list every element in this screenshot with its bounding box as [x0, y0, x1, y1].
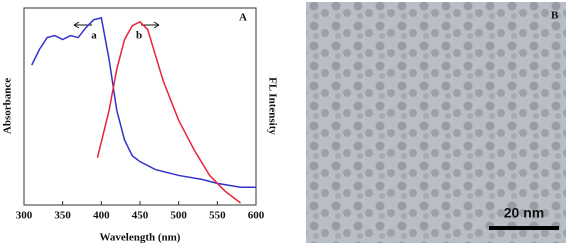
scale-bar — [489, 226, 559, 230]
x-tick-label: 600 — [248, 210, 265, 222]
x-axis-label: Wavelength (nm) — [100, 232, 181, 244]
x-tick-label: 400 — [93, 210, 110, 222]
data-line — [96, 20, 241, 204]
panel-label: B — [551, 10, 559, 22]
x-tick-label: 500 — [170, 210, 187, 222]
panel-label: A — [239, 12, 247, 24]
y-axis-label: Absorbance — [2, 78, 14, 134]
curve-label: a — [91, 30, 97, 42]
y2-axis-label: FL Intensity — [266, 77, 278, 135]
x-tick-label: 350 — [54, 210, 71, 222]
scale-bar-label: 20 nm — [504, 205, 544, 221]
tem-image — [306, 2, 566, 243]
curve-label: b — [136, 30, 142, 42]
x-tick-label: 300 — [16, 210, 33, 222]
x-tick-label: 450 — [132, 210, 149, 222]
data-line — [31, 16, 256, 189]
x-tick-label: 550 — [209, 210, 226, 222]
